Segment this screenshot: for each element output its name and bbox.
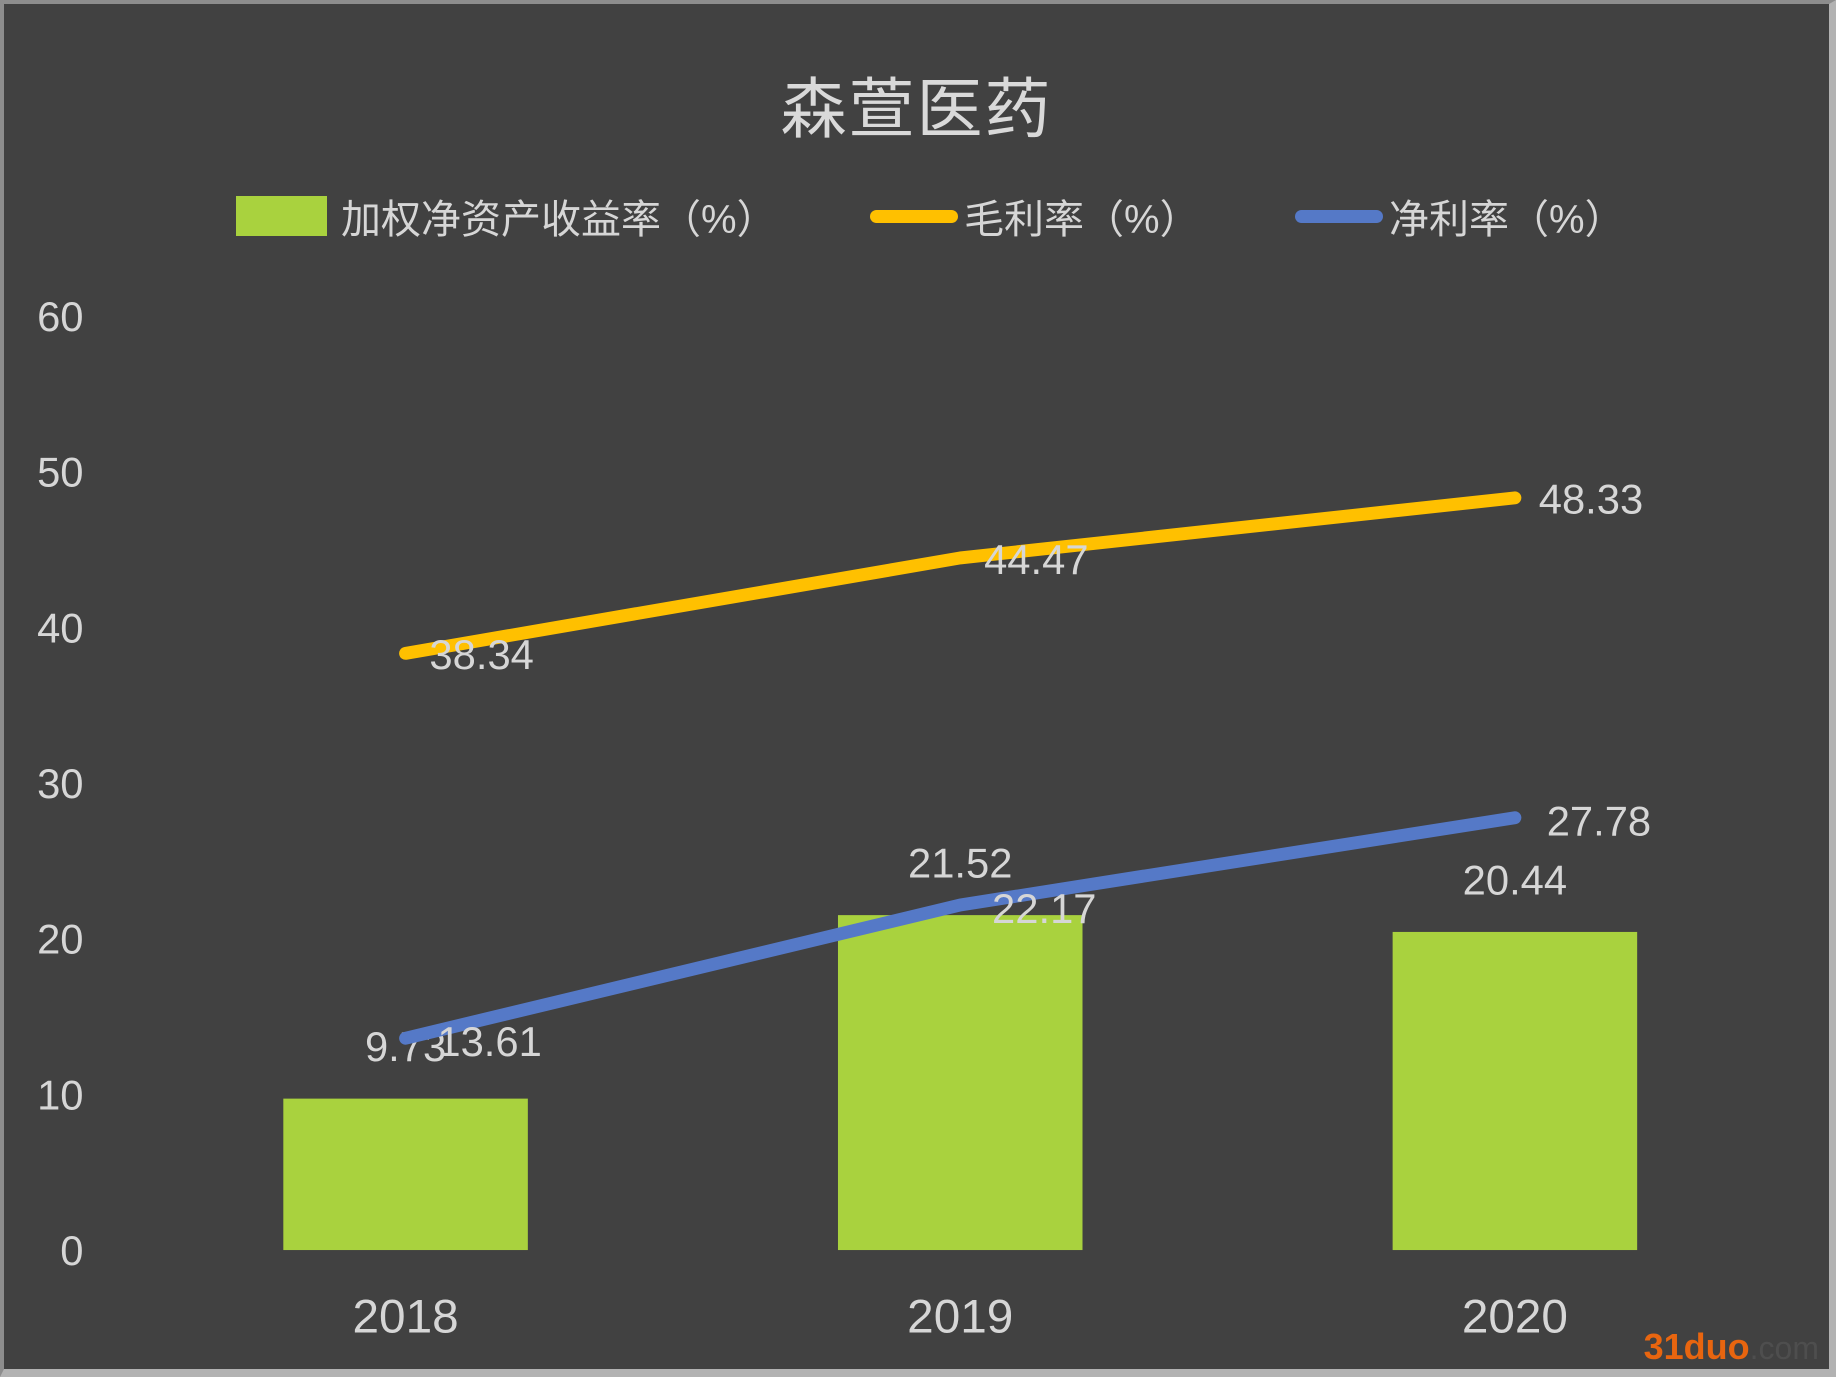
net-margin-data-label: 27.78 [1547,798,1651,845]
watermark: 31duo.com [1644,1329,1819,1365]
x-axis-category-label: 2019 [907,1290,1013,1343]
net-margin-line [399,811,1522,1045]
legend-item-weighted-roe: 加权净资产收益率（%） [236,192,777,242]
chart-title: 森萱医药 [780,72,1053,146]
gross-margin-data-label: 44.47 [984,536,1088,583]
legend-label-net-margin: 净利率（%） [1389,198,1625,242]
legend-item-gross-margin: 毛利率（%） [870,192,1200,242]
weighted-roe-bar [283,1098,528,1251]
legend-swatch-net-margin-line-icon [1295,209,1383,223]
y-axis-tick-label: 20 [37,916,83,963]
legend-swatch-gross-margin-line-icon [870,209,958,223]
y-axis-tick-label: 50 [37,449,83,496]
weighted-roe-bar [837,915,1083,1251]
y-axis-tick-label: 10 [37,1071,83,1118]
y-axis-tick-label: 30 [37,760,83,807]
watermark-suffix: .com [1749,1330,1819,1366]
x-axis-category-label: 2018 [353,1290,459,1343]
legend-swatch-bar-icon [236,196,327,236]
watermark-brand: 31duo [1643,1326,1750,1367]
net-margin-data-label: 22.17 [992,885,1096,932]
y-axis-tick-label: 60 [37,293,83,340]
x-axis-category-label: 2020 [1462,1290,1568,1343]
weighted-roe-data-label: 20.44 [1463,856,1567,903]
y-axis-tick-label: 40 [37,604,83,651]
net-margin-data-label: 13.61 [437,1018,541,1065]
gross-margin-data-label: 48.33 [1539,476,1643,523]
weighted-roe-data-label: 21.52 [908,840,1012,887]
legend-item-net-margin: 净利率（%） [1295,192,1625,242]
legend: 加权净资产收益率（%） 毛利率（%） 净利率（%） [4,192,1829,242]
legend-label-weighted-roe: 加权净资产收益率（%） [341,198,777,242]
y-axis-tick-label: 0 [60,1227,83,1274]
gross-margin-data-label: 38.34 [429,631,533,678]
legend-label-gross-margin: 毛利率（%） [964,198,1200,242]
gross-margin-line [399,491,1522,660]
weighted-roe-bar [1392,931,1638,1251]
